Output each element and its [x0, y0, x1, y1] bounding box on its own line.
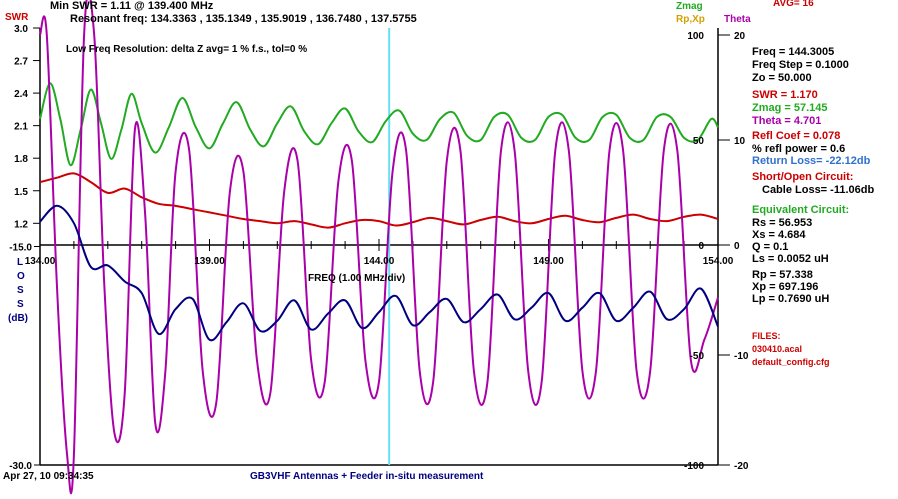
min-swr-text: Min SWR = 1.11 @ 139.400 MHz: [50, 0, 214, 12]
theta-axis-title: Theta: [724, 14, 751, 25]
swr-tick-label: 2.4: [14, 89, 28, 100]
files-title: FILES:: [752, 331, 781, 341]
zmag-tick-label: -50: [690, 351, 705, 362]
theta-tick-label: 10: [734, 136, 746, 147]
zmag-tick-label: 50: [693, 136, 705, 147]
loss-label-l: L: [17, 257, 24, 268]
readout-rp: Rp = 57.338: [752, 269, 813, 281]
zmag-tick-label: 100: [687, 31, 704, 42]
readout-zmag: Zmag = 57.145: [752, 102, 828, 114]
swr-tick-label: 2.7: [14, 57, 28, 68]
theta-tick-label: -20: [734, 461, 749, 472]
readout-ls: Ls = 0.0052 uH: [752, 253, 829, 265]
swr-tick-label: 1.5: [14, 187, 28, 198]
loss-label-o: O: [17, 271, 25, 282]
zmag-tick-label: 0: [698, 241, 704, 252]
readout-refl-power: % refl power = 0.6: [752, 143, 846, 155]
swr-axis-title: SWR: [5, 12, 29, 23]
rpxp-axis-title: Rp,Xp: [676, 14, 705, 25]
plot-series: [39, 0, 719, 495]
axis-ticks: 134.00 139.00 144.00 149.00 154.00 3.0 2.7 2.4 2…: [9, 24, 749, 472]
series-line-swr: [39, 172, 719, 229]
theta-tick-label: 0: [734, 241, 740, 252]
readout-swr: SWR = 1.170: [752, 89, 818, 101]
readout-q: Q = 0.1: [752, 241, 789, 253]
plot-grid: [33, 27, 730, 466]
theta-tick-label: -10: [734, 351, 749, 362]
measurement-caption: GB3VHF Antennas + Feeder in-situ measure…: [250, 471, 484, 482]
loss-label-s2: S: [17, 299, 24, 310]
zmag-axis-title: Zmag: [676, 1, 703, 12]
loss-unit: (dB): [8, 313, 28, 324]
readout-short-open: Short/Open Circuit:: [752, 171, 854, 183]
readout-equiv-title: Equivalent Circuit:: [752, 204, 850, 216]
loss-tick-label: -15.0: [9, 243, 32, 254]
readout-theta: Theta = 4.701: [752, 115, 822, 127]
resonant-freq-text: Resonant freq: 134.3363 , 135.1349 , 135…: [70, 13, 417, 25]
loss-label-s1: S: [17, 285, 24, 296]
file-config[interactable]: default_config.cfg: [752, 357, 830, 367]
readout-xp: Xp = 697.196: [752, 281, 819, 293]
series-line-zmag: [39, 82, 719, 167]
resolution-note: Low Freq Resolution: delta Z avg= 1 % f.…: [66, 44, 308, 55]
readout-freq: Freq = 144.3005: [752, 46, 835, 58]
readout-return-loss: Return Loss= -22.12db: [752, 155, 871, 167]
x-tick-label: 144.00: [364, 256, 395, 267]
readout-xs: Xs = 4.684: [752, 229, 806, 241]
freq-axis-label: FREQ (1.00 MHz/div): [308, 273, 406, 284]
x-tick-label: 149.00: [533, 256, 564, 267]
x-tick-label: 154.00: [703, 256, 734, 267]
theta-tick-label: 20: [734, 31, 746, 42]
swr-tick-label: 3.0: [14, 24, 28, 35]
x-tick-label: 139.00: [194, 256, 225, 267]
x-tick-label: 134.00: [25, 256, 56, 267]
readout-cable-loss: Cable Loss= -11.06db: [762, 184, 875, 196]
readout-lp: Lp = 0.7690 uH: [752, 293, 830, 305]
zmag-tick-label: -100: [684, 461, 704, 472]
readout-step: Freq Step = 0.1000: [752, 59, 849, 71]
swr-tick-label: 1.8: [14, 154, 28, 165]
swr-tick-label: 2.1: [14, 122, 28, 133]
loss-tick-label: -30.0: [9, 461, 32, 472]
readout-zo: Zo = 50.000: [752, 72, 812, 84]
readout-rs: Rs = 56.953: [752, 217, 813, 229]
series-line-loss: [39, 204, 719, 342]
timestamp: Apr 27, 10 09:34:35: [3, 471, 94, 482]
series-line-theta: [39, 0, 719, 495]
swr-tick-label: 1.2: [14, 219, 28, 230]
file-acal[interactable]: 030410.acal: [752, 344, 803, 354]
readout-refl-coef: Refl Coef = 0.078: [752, 130, 841, 142]
avg-text: AVG= 16: [773, 0, 814, 9]
